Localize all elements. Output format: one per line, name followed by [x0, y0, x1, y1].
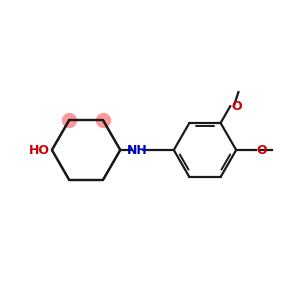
Text: O: O [257, 143, 267, 157]
Text: HO: HO [28, 143, 50, 157]
Text: NH: NH [127, 143, 148, 157]
Text: O: O [231, 100, 242, 113]
